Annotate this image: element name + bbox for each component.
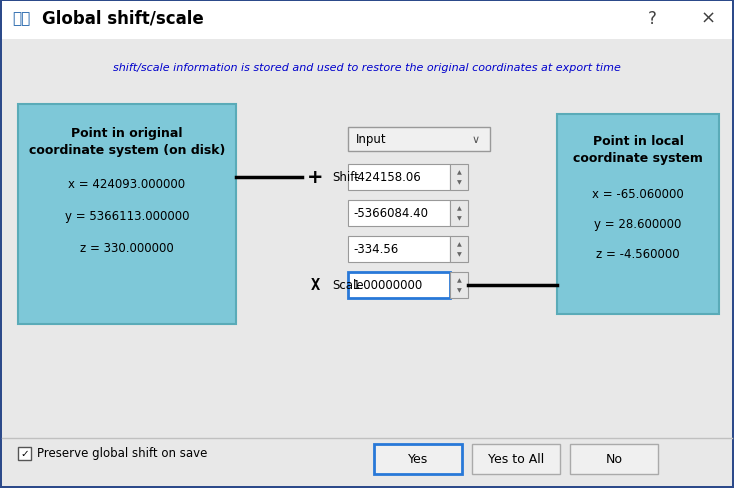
Text: Scale: Scale [332, 279, 363, 292]
Text: Point in original
coordinate system (on disk): Point in original coordinate system (on … [29, 127, 225, 157]
Bar [18, 447, 31, 460]
Text: Global shift/scale: Global shift/scale [42, 10, 204, 28]
Text: x = 424093.000000: x = 424093.000000 [68, 178, 186, 191]
Text: z = 330.000000: z = 330.000000 [80, 242, 174, 255]
Bar [450, 164, 468, 191]
Text: z = -4.560000: z = -4.560000 [596, 248, 680, 261]
Text: Shift: Shift [332, 171, 359, 184]
Bar [348, 272, 450, 298]
Bar [348, 237, 450, 263]
Bar [374, 444, 462, 474]
Text: ▼: ▼ [457, 216, 462, 221]
Text: y = 28.600000: y = 28.600000 [595, 218, 682, 231]
Text: Yes: Yes [408, 452, 428, 466]
Bar [348, 128, 490, 152]
Text: ⒸⒸ: ⒸⒸ [12, 12, 30, 26]
Bar [348, 164, 450, 191]
Bar [472, 444, 560, 474]
Text: -5366084.40: -5366084.40 [353, 207, 428, 220]
Text: ×: × [700, 10, 716, 28]
Bar [18, 105, 236, 325]
Text: +: + [307, 168, 323, 187]
Text: ✓: ✓ [20, 448, 29, 458]
Bar [2, 485, 732, 486]
Text: ▲: ▲ [457, 278, 462, 283]
Text: ▼: ▼ [457, 180, 462, 185]
Text: 1.00000000: 1.00000000 [353, 279, 424, 292]
Bar [10, 8, 32, 30]
Bar [348, 201, 450, 226]
Text: ∨: ∨ [472, 135, 480, 145]
Text: -334.56: -334.56 [353, 243, 399, 256]
Text: ▲: ▲ [457, 170, 462, 175]
Text: shift/scale information is stored and used to restore the original coordinates a: shift/scale information is stored and us… [113, 63, 621, 73]
Bar [450, 201, 468, 226]
Text: x = -65.060000: x = -65.060000 [592, 188, 684, 201]
Text: ▲: ▲ [457, 242, 462, 247]
Text: X: X [310, 278, 319, 293]
Text: Point in local
coordinate system: Point in local coordinate system [573, 135, 703, 164]
Bar [2, 2, 732, 40]
Text: ▼: ▼ [457, 288, 462, 293]
Text: Preserve global shift on save: Preserve global shift on save [37, 447, 208, 460]
Bar [557, 115, 719, 314]
Text: ?: ? [647, 10, 656, 28]
Text: -424158.06: -424158.06 [353, 171, 421, 184]
Text: y = 5366113.000000: y = 5366113.000000 [65, 210, 189, 223]
Text: Input: Input [356, 133, 387, 146]
Text: ▲: ▲ [457, 206, 462, 211]
Bar [570, 444, 658, 474]
Bar [450, 272, 468, 298]
Text: ▼: ▼ [457, 252, 462, 257]
Text: Yes to All: Yes to All [488, 452, 544, 466]
Text: No: No [606, 452, 622, 466]
Bar [2, 438, 732, 486]
Bar [450, 237, 468, 263]
